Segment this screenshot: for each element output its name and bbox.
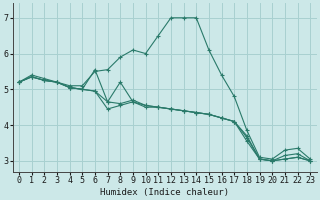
X-axis label: Humidex (Indice chaleur): Humidex (Indice chaleur) — [100, 188, 229, 197]
